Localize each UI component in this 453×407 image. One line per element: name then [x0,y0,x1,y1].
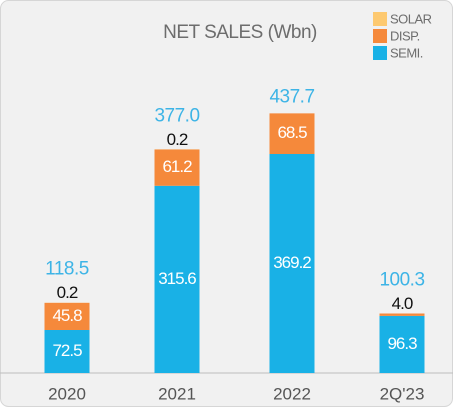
x-tick-label: 2020 [48,384,86,403]
legend-swatch [373,29,387,43]
data-label: 96.3 [387,334,417,353]
chart-title: NET SALES (Wbn) [163,22,317,43]
bar-segment [44,329,90,373]
total-label: 377.0 [154,105,199,126]
total-label: 118.5 [45,259,89,280]
legend-label: SOLAR [390,11,432,26]
bar-segment [154,185,200,373]
x-tick-label: 2021 [158,384,196,403]
legend-swatch [373,12,387,26]
data-label: 4.0 [392,294,413,313]
bar-segment [154,149,200,186]
x-tick-label: 2022 [273,384,311,403]
total-label: 437.7 [269,86,314,107]
data-label: 0.2 [167,130,188,149]
x-tick-label: 2Q'23 [380,384,425,403]
legend-label: DISP. [390,28,420,43]
bar-segment [44,302,90,330]
legend-swatch [373,46,387,60]
bar-segment [379,315,425,373]
data-label: 45.8 [52,306,82,325]
data-label: 315.6 [158,269,196,288]
data-label: 0.2 [57,283,78,302]
bar-segment [269,113,315,154]
total-label: 100.3 [379,270,424,291]
bar-segment [379,313,425,316]
data-label: 68.5 [277,123,307,142]
bar-segment [269,153,315,373]
legend-label: SEMI. [390,45,423,60]
data-label: 72.5 [52,341,82,360]
data-label: 369.2 [273,253,311,272]
data-label: 61.2 [162,157,192,176]
